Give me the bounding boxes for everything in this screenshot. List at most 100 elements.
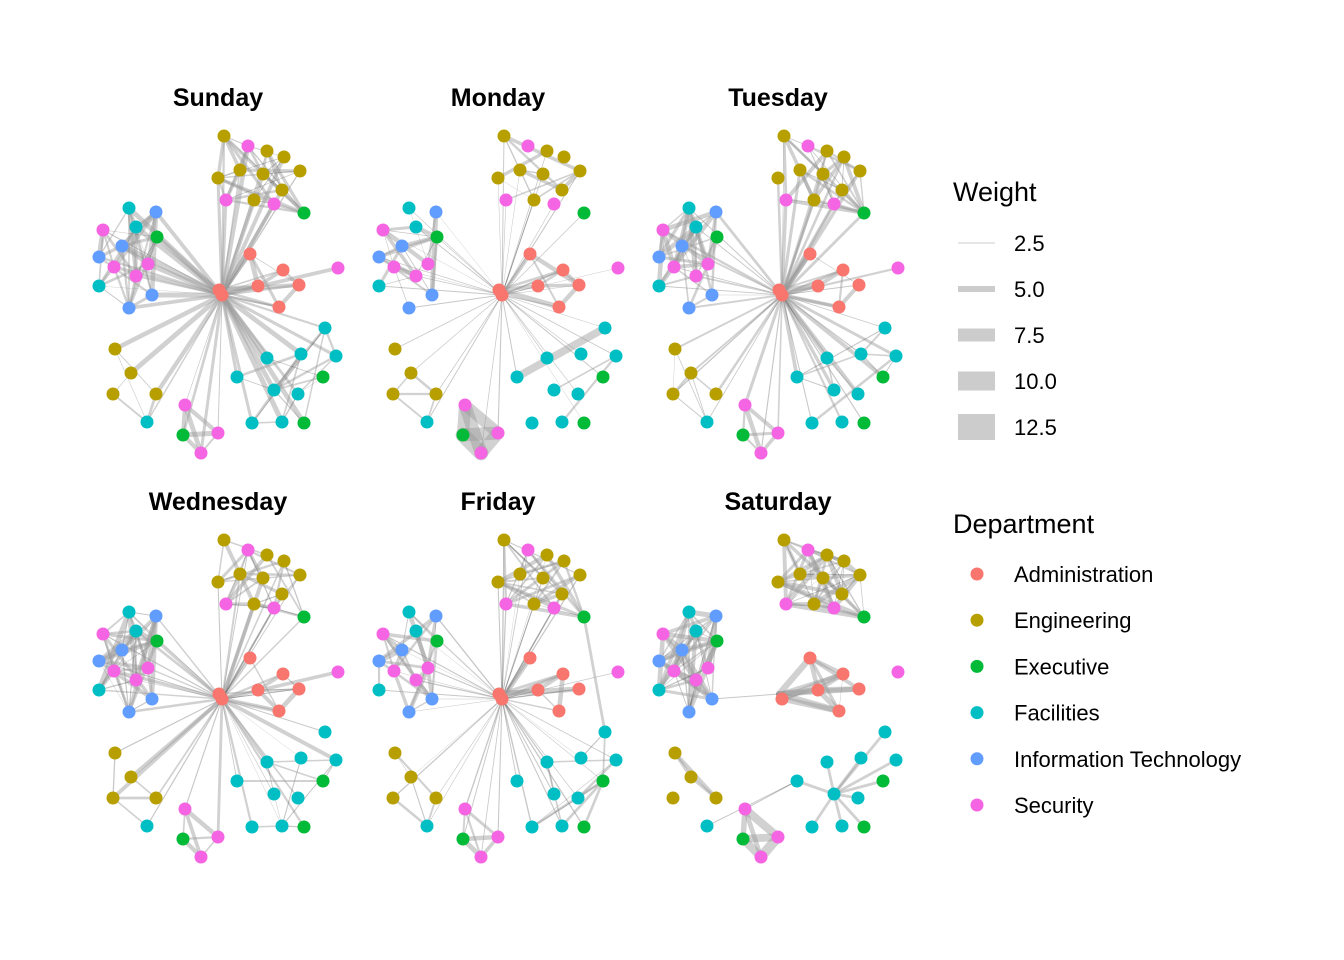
node-engineering [807,597,821,611]
node-security [667,664,681,678]
edge [833,560,845,609]
edge [780,252,812,297]
edge [782,134,825,176]
edge [809,253,860,286]
edge [463,807,483,859]
node-facilities [609,753,623,767]
node-engineering [149,791,163,805]
edge [273,376,324,391]
node-engineering [277,554,291,568]
node-information-technology [682,705,696,719]
edge [114,348,148,423]
node-security [331,261,345,275]
edge [582,779,605,829]
edge [381,632,439,643]
edge [776,176,784,297]
edge [220,293,300,396]
edge [101,632,159,643]
node-facilities [275,819,289,833]
edge [127,697,224,714]
edge [126,205,225,298]
node-executive [577,416,591,430]
edge [502,134,564,192]
edge [824,552,845,597]
edge [222,134,276,206]
edge [127,235,159,310]
edge [778,670,847,703]
edge [782,134,788,202]
edge [257,688,300,691]
edge [128,292,225,376]
node-engineering [853,164,867,178]
node-security [178,802,192,816]
edge [217,288,281,309]
node-engineering [108,342,122,356]
node-information-technology [675,239,689,253]
node-facilities [547,787,561,801]
edge [497,698,503,838]
node-engineering [277,150,291,164]
node-security [474,850,488,864]
edge [501,657,531,700]
edge [775,654,814,698]
weight-legend: Weight 2.5 5.0 7.5 10.0 12.5 [953,177,1057,440]
edge [463,807,500,839]
edge [218,269,284,291]
node-facilities [547,383,561,397]
edge [220,602,256,701]
edges [656,134,900,456]
edge [183,807,203,859]
edge [826,150,865,214]
edge [500,252,532,297]
edge [221,269,284,296]
edge [501,603,535,700]
node-security [611,261,625,275]
edge [799,573,861,576]
node-facilities [878,321,892,335]
node-engineering [275,587,289,601]
edge [378,689,503,700]
node-executive [176,832,190,846]
node-executive [150,634,164,648]
edge [272,559,286,610]
edge [780,293,860,396]
edge [133,224,225,298]
node-facilities [555,819,569,833]
department-label: Information Technology [1014,747,1241,772]
node-security [701,257,715,271]
node-engineering [837,150,851,164]
department-label: Executive [1014,654,1109,679]
node-facilities [140,819,154,833]
edge [154,210,224,297]
edge [266,357,324,378]
edge [283,560,305,618]
node-executive [857,206,871,220]
edge [426,698,503,827]
panel-saturday: Saturday [652,488,905,864]
edge [497,294,503,434]
node-information-technology [429,609,443,623]
node-security [801,543,815,557]
edge [435,698,503,799]
edge [135,679,223,700]
edge [832,756,863,796]
edge [760,294,783,454]
node-information-technology [115,643,129,657]
edge [501,698,555,795]
edge [501,698,533,828]
node-executive [456,428,470,442]
edge [777,672,845,696]
node-administration [276,263,290,277]
node-information-technology [92,250,106,264]
edge [216,548,250,584]
node-security [779,193,793,207]
edge [686,638,720,715]
node-engineering [260,144,274,158]
edge [147,667,223,700]
edge [377,659,434,701]
node-engineering [820,144,834,158]
edge [695,226,783,296]
edge [223,135,283,191]
node-executive [857,416,871,430]
edge [216,176,224,297]
